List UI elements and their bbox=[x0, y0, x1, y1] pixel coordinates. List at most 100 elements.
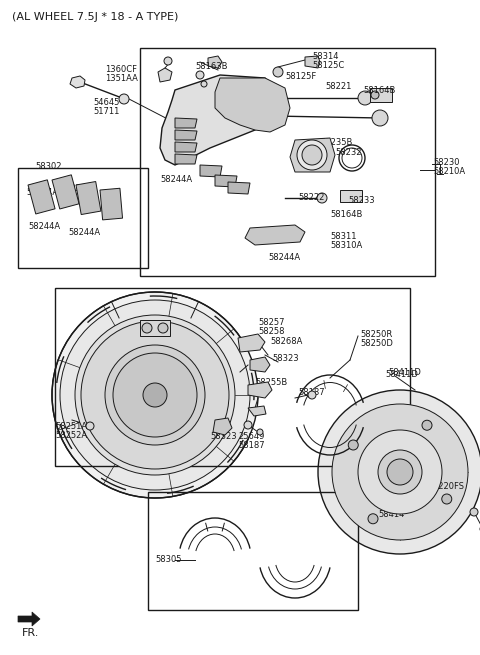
Circle shape bbox=[442, 494, 452, 504]
Text: 58244A: 58244A bbox=[68, 228, 100, 237]
Text: 58244A: 58244A bbox=[268, 253, 300, 262]
Circle shape bbox=[143, 383, 167, 407]
Text: 58323: 58323 bbox=[210, 432, 237, 441]
Polygon shape bbox=[245, 225, 305, 245]
Polygon shape bbox=[290, 138, 335, 172]
Circle shape bbox=[358, 430, 442, 514]
Text: 58244A: 58244A bbox=[28, 222, 60, 231]
Text: 58311: 58311 bbox=[330, 232, 357, 241]
Circle shape bbox=[372, 110, 388, 126]
Circle shape bbox=[158, 323, 168, 333]
Circle shape bbox=[86, 422, 94, 430]
Bar bbox=[370, 88, 392, 102]
Text: 58258: 58258 bbox=[258, 327, 285, 336]
Polygon shape bbox=[18, 612, 40, 626]
Text: 1360CF: 1360CF bbox=[105, 65, 137, 74]
Polygon shape bbox=[52, 175, 79, 209]
Text: 58302: 58302 bbox=[35, 162, 61, 171]
Text: 58163B: 58163B bbox=[195, 62, 228, 71]
Text: 58164B: 58164B bbox=[363, 86, 396, 95]
Bar bbox=[340, 190, 362, 202]
Polygon shape bbox=[228, 182, 250, 194]
Circle shape bbox=[368, 514, 378, 524]
Text: 58250R: 58250R bbox=[360, 330, 392, 339]
Polygon shape bbox=[248, 382, 272, 398]
Text: 54645: 54645 bbox=[93, 98, 120, 107]
Polygon shape bbox=[213, 418, 232, 435]
Circle shape bbox=[378, 450, 422, 494]
Text: 58210A: 58210A bbox=[433, 167, 465, 176]
Circle shape bbox=[257, 429, 263, 435]
Text: 58244A: 58244A bbox=[26, 188, 58, 197]
Circle shape bbox=[119, 94, 129, 104]
Circle shape bbox=[60, 300, 250, 490]
Text: 58125C: 58125C bbox=[312, 61, 344, 70]
Polygon shape bbox=[175, 142, 197, 152]
Polygon shape bbox=[70, 76, 85, 88]
Circle shape bbox=[81, 321, 229, 469]
Circle shape bbox=[470, 508, 478, 516]
Bar bbox=[55, 288, 410, 466]
Polygon shape bbox=[200, 165, 222, 177]
Bar bbox=[140, 320, 170, 336]
Text: 58222: 58222 bbox=[298, 193, 324, 202]
Circle shape bbox=[297, 140, 327, 170]
Text: 58187: 58187 bbox=[238, 441, 264, 450]
Circle shape bbox=[273, 67, 283, 77]
Text: 58411D: 58411D bbox=[385, 370, 418, 379]
Polygon shape bbox=[238, 334, 265, 352]
Polygon shape bbox=[175, 118, 197, 128]
Text: 58414: 58414 bbox=[378, 510, 404, 519]
Circle shape bbox=[371, 91, 379, 99]
Text: 58187: 58187 bbox=[298, 388, 324, 397]
Polygon shape bbox=[76, 181, 101, 215]
Text: 58125F: 58125F bbox=[285, 72, 316, 81]
Bar bbox=[18, 168, 148, 268]
Circle shape bbox=[142, 323, 152, 333]
Text: FR.: FR. bbox=[22, 628, 39, 638]
Text: 58255B: 58255B bbox=[255, 378, 287, 387]
Circle shape bbox=[105, 345, 205, 445]
Text: 58221: 58221 bbox=[325, 82, 351, 91]
Polygon shape bbox=[248, 406, 266, 416]
Text: 58268A: 58268A bbox=[270, 337, 302, 346]
Circle shape bbox=[164, 57, 172, 65]
Text: 58244A: 58244A bbox=[160, 175, 192, 184]
Circle shape bbox=[308, 391, 316, 399]
Circle shape bbox=[358, 91, 372, 105]
Text: 58251A: 58251A bbox=[55, 422, 87, 431]
Polygon shape bbox=[215, 175, 237, 187]
Text: 58257: 58257 bbox=[258, 318, 285, 327]
Bar bbox=[140, 48, 435, 276]
Text: 58411D: 58411D bbox=[388, 368, 421, 377]
Polygon shape bbox=[28, 180, 55, 214]
Circle shape bbox=[52, 292, 258, 498]
Polygon shape bbox=[175, 154, 197, 164]
Circle shape bbox=[317, 193, 327, 203]
Text: 58244A: 58244A bbox=[65, 184, 97, 193]
Circle shape bbox=[387, 459, 413, 485]
Text: 25649: 25649 bbox=[238, 432, 264, 441]
Text: 58323: 58323 bbox=[272, 354, 299, 363]
Text: 1220FS: 1220FS bbox=[433, 482, 464, 491]
Circle shape bbox=[318, 390, 480, 554]
Text: 1351AA: 1351AA bbox=[105, 74, 138, 83]
Polygon shape bbox=[215, 78, 290, 132]
Bar bbox=[148, 492, 358, 610]
Text: (AL WHEEL 7.5J * 18 - A TYPE): (AL WHEEL 7.5J * 18 - A TYPE) bbox=[12, 12, 179, 22]
Polygon shape bbox=[250, 357, 270, 372]
Text: 58233: 58233 bbox=[348, 196, 374, 205]
Polygon shape bbox=[208, 56, 222, 68]
Text: 51711: 51711 bbox=[93, 107, 120, 116]
Circle shape bbox=[348, 440, 358, 450]
Circle shape bbox=[75, 315, 235, 475]
Polygon shape bbox=[100, 188, 122, 220]
Text: 58230: 58230 bbox=[433, 158, 459, 167]
Text: 58252A: 58252A bbox=[55, 431, 87, 440]
Circle shape bbox=[201, 81, 207, 87]
Polygon shape bbox=[175, 130, 197, 140]
Circle shape bbox=[244, 421, 252, 429]
Text: 58314: 58314 bbox=[312, 52, 338, 61]
Text: 58250D: 58250D bbox=[360, 339, 393, 348]
Polygon shape bbox=[160, 75, 275, 165]
